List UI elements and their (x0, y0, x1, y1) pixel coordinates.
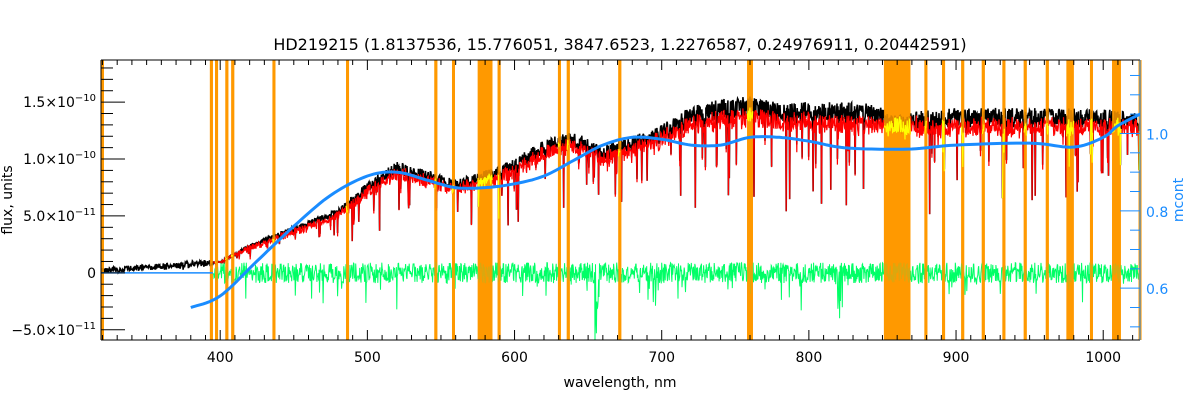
y-tick-label: −5.0×10−11 (11, 321, 96, 339)
y-tick-label: 1.0×10−10 (23, 150, 96, 168)
y-tick-label: 1.5×10−10 (23, 93, 96, 111)
residuals-line (212, 260, 1140, 340)
y-right-tick-label: 1.0 (1146, 127, 1168, 143)
mask-band-overlay (1045, 60, 1049, 340)
mask-band-overlay (434, 60, 438, 340)
x-tick-label: 700 (648, 350, 675, 366)
mask-band-overlay (1112, 60, 1121, 340)
x-tick-label: 600 (501, 350, 528, 366)
mask-band-overlay (209, 60, 213, 340)
mask-band-overlay (747, 60, 753, 340)
model-spectrum-line (212, 107, 1140, 265)
x-tick-label: 800 (796, 350, 823, 366)
mask-band-overlay (1089, 60, 1093, 340)
mask-band-overlay (272, 60, 276, 340)
mask-band-overlay (618, 60, 622, 340)
axes: 400 500 600 700 800 900 1000 1.5×10−10 1.0×10−10… (11, 59, 1168, 366)
mask-band-overlay (231, 60, 235, 340)
y-right-axis-label: mcont (1171, 177, 1187, 222)
mask-band-overlay (451, 60, 455, 340)
mask-band-overlay (883, 60, 911, 340)
chart-title: HD219215 (1.8137536, 15.776051, 3847.652… (273, 35, 966, 54)
mask-band-overlay (225, 60, 229, 340)
mask-band-overlay (566, 60, 570, 340)
mask-bands-overlay (101, 60, 1142, 340)
mask-band-overlay (1023, 60, 1027, 340)
y-right-tick-label: 0.8 (1146, 205, 1168, 221)
x-tick-label: 900 (943, 350, 970, 366)
mask-band-overlay (346, 60, 350, 340)
mask-band-overlay (942, 60, 946, 340)
x-tick-label: 1000 (1085, 350, 1121, 366)
y-tick-label: 5.0×10−11 (23, 207, 96, 225)
y-right-tick-label: 0.6 (1146, 282, 1168, 298)
mask-band-overlay (557, 60, 561, 340)
y-axis-label: flux, units (0, 165, 16, 234)
mask-band-overlay (961, 60, 965, 340)
mask-band-overlay (1066, 60, 1074, 340)
mask-band-overlay (477, 60, 493, 340)
x-tick-label: 400 (207, 350, 234, 366)
mask-band-overlay (101, 60, 104, 340)
x-tick-label: 500 (354, 350, 381, 366)
mask-band-overlay (981, 60, 985, 340)
continuum-line (190, 112, 1141, 309)
x-axis-label: wavelength, nm (564, 375, 677, 391)
y-tick-label: 0 (87, 266, 96, 282)
mask-band-overlay (924, 60, 928, 340)
mask-band-overlay (215, 60, 219, 340)
mask-band-overlay (1002, 60, 1006, 340)
